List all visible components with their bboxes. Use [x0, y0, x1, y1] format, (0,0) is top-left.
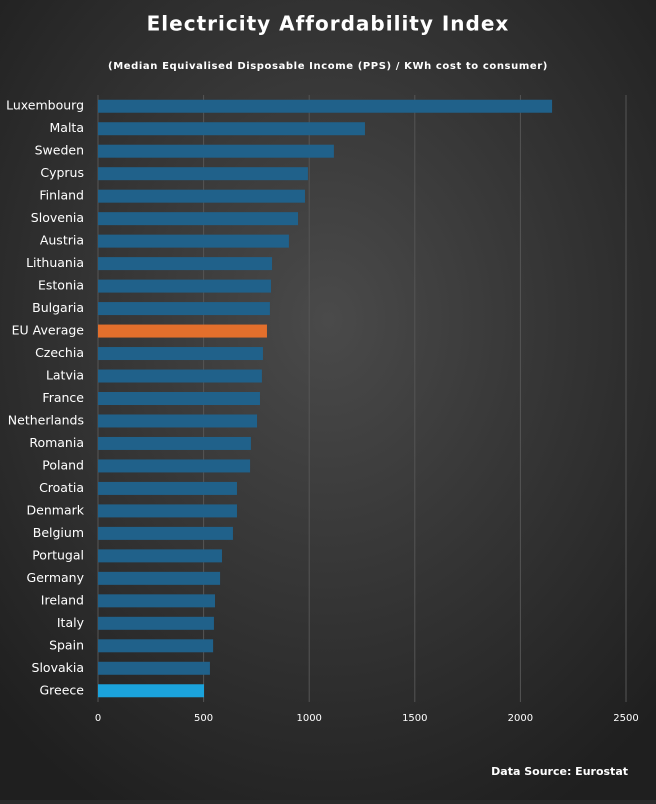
y-tick-label: Croatia	[39, 480, 84, 495]
x-tick-label: 2500	[613, 713, 638, 724]
bar	[98, 167, 308, 181]
bar	[98, 436, 251, 450]
y-tick-label: Romania	[29, 435, 84, 450]
bar	[98, 234, 289, 248]
y-tick-label: Latvia	[46, 368, 84, 383]
source-note: Data Source: Eurostat	[491, 765, 628, 778]
plot-area: 0 500 1000 1500 2000 2500 Luxembourg Malta Swede…	[6, 95, 639, 724]
chart-subtitle: (Median Equivalised Disposable Income (P…	[108, 61, 548, 72]
y-tick-label: Belgium	[33, 525, 84, 540]
bar	[98, 481, 237, 495]
y-tick-label: EU Average	[12, 323, 85, 338]
y-tick-label: France	[42, 390, 84, 405]
bar	[98, 279, 271, 293]
y-tick-label: Czechia	[35, 345, 84, 360]
x-tick-label: 1000	[296, 713, 321, 724]
bar	[98, 594, 216, 608]
bar	[98, 616, 214, 630]
bar	[98, 324, 267, 338]
chart-title: Electricity Affordability Index	[147, 12, 510, 36]
bar	[98, 189, 305, 203]
bar	[98, 549, 222, 563]
bar	[98, 99, 553, 113]
bar	[98, 571, 221, 585]
y-tick-label: Spain	[49, 637, 84, 652]
bar	[98, 392, 260, 405]
y-tick-label: Bulgaria	[32, 300, 84, 315]
bar	[98, 639, 214, 653]
y-tick-label: Estonia	[38, 278, 84, 293]
y-tick-label: Finland	[39, 188, 84, 203]
bar	[98, 122, 365, 136]
y-tick-label: Netherlands	[8, 412, 84, 427]
x-tick-label: 0	[95, 713, 101, 724]
bar	[98, 144, 334, 158]
y-tick-label: Ireland	[41, 592, 84, 607]
y-tick-label: Germany	[27, 570, 85, 585]
y-tick-label: Lithuania	[26, 255, 84, 270]
y-tick-label: Austria	[40, 233, 84, 248]
bar	[98, 414, 258, 428]
bar	[98, 257, 273, 271]
y-tick-label: Luxembourg	[6, 98, 84, 113]
x-tick-label: 2000	[508, 713, 533, 724]
y-tick-label: Slovenia	[31, 210, 84, 225]
y-tick-label: Portugal	[32, 547, 84, 562]
y-tick-label: Sweden	[35, 143, 84, 158]
y-tick-label: Malta	[50, 120, 84, 135]
bar	[98, 212, 299, 226]
bar	[98, 347, 263, 361]
bar	[98, 684, 205, 698]
y-tick-label: Cyprus	[40, 165, 84, 180]
bar	[98, 504, 237, 518]
bar	[98, 526, 233, 540]
y-tick-label: Poland	[42, 457, 84, 472]
bar	[98, 302, 270, 316]
bar	[98, 459, 251, 473]
y-tick-label: Italy	[57, 615, 85, 630]
bar	[98, 369, 262, 383]
y-tick-label: Slovakia	[32, 660, 84, 675]
bar	[98, 661, 210, 675]
x-tick-label: 500	[194, 713, 213, 724]
y-tick-label: Denmark	[27, 502, 85, 517]
y-tick-label: Greece	[40, 682, 85, 697]
x-tick-label: 1500	[402, 713, 427, 724]
